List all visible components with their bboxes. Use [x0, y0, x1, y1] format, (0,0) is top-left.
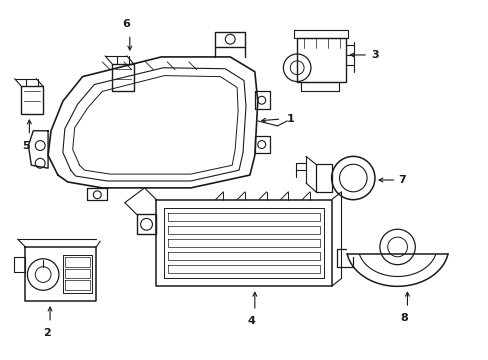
Text: 4: 4 — [247, 316, 255, 326]
Text: 7: 7 — [398, 175, 406, 185]
Text: 3: 3 — [370, 50, 378, 60]
Text: 6: 6 — [122, 19, 129, 30]
Text: 1: 1 — [286, 114, 293, 124]
Text: 5: 5 — [22, 140, 30, 150]
Text: 8: 8 — [400, 313, 407, 323]
Text: 2: 2 — [43, 328, 51, 338]
